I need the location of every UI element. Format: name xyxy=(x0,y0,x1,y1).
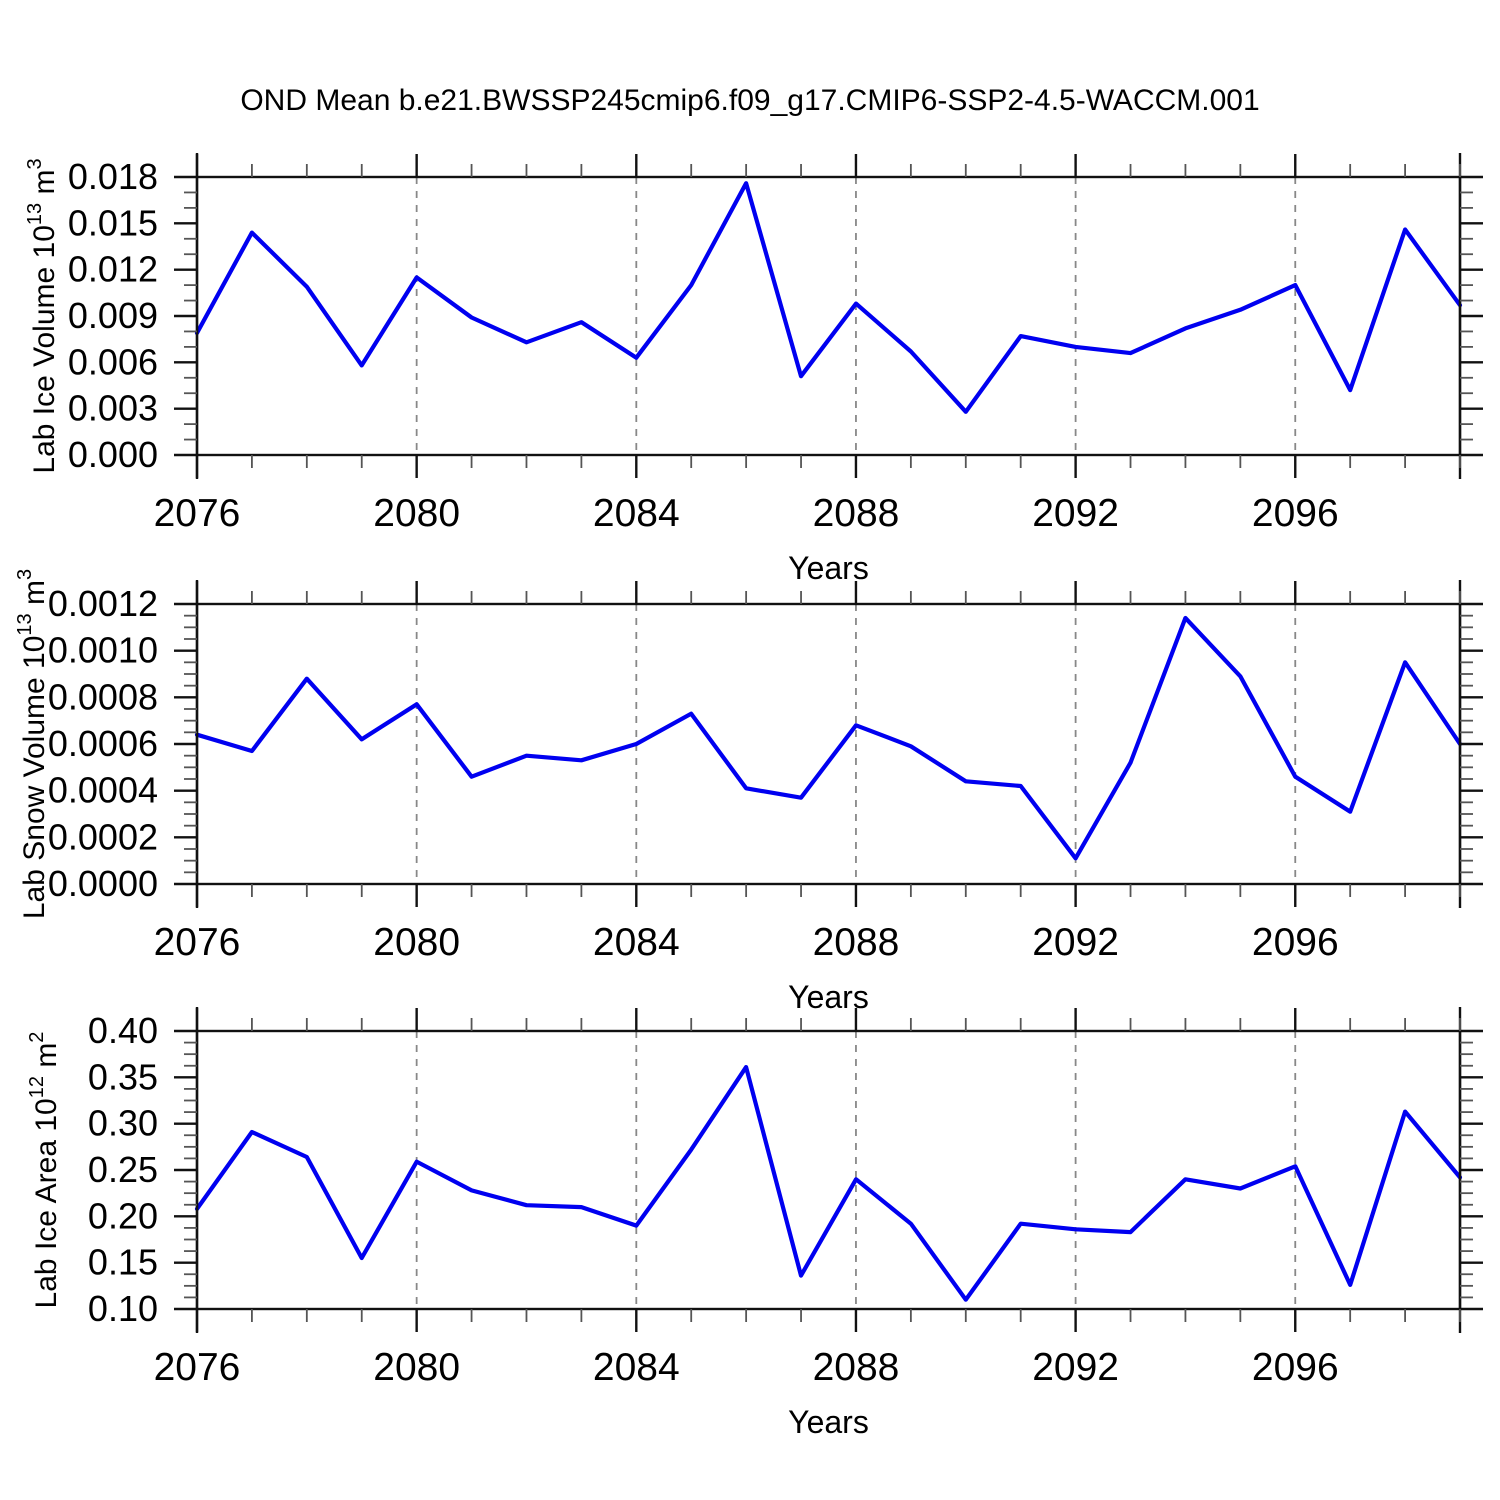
y-tick-label: 0.000 xyxy=(68,434,158,475)
x-tick-label: 2080 xyxy=(373,1346,460,1389)
x-tick-label: 2088 xyxy=(813,921,900,964)
plot-box xyxy=(195,602,1462,886)
x-tick-label: 2076 xyxy=(154,492,241,535)
plot-box xyxy=(195,1029,1462,1311)
ticks xyxy=(174,581,1483,907)
y-tick-label: 0.15 xyxy=(88,1242,158,1283)
y-tick-label: 0.012 xyxy=(68,249,158,290)
x-axis-title: Years xyxy=(788,550,869,586)
x-tick-label: 2084 xyxy=(593,921,680,964)
x-tick-label: 2096 xyxy=(1252,1346,1339,1389)
ticks xyxy=(174,154,1483,478)
y-tick-label: 0.40 xyxy=(88,1010,158,1051)
y-tick-label: 0.0008 xyxy=(48,676,158,717)
y-tick-label: 0.0010 xyxy=(48,630,158,671)
y-tick-label: 0.0004 xyxy=(48,770,158,811)
y-tick-label: 0.30 xyxy=(88,1103,158,1144)
y-tick-label: 0.015 xyxy=(68,202,158,243)
plot-box xyxy=(195,175,1462,457)
panel-lab-ice-area: 0.10 0.15 0.20 0.25 0.30 0.35 0.40 2076 2080 2084… xyxy=(26,1007,1483,1440)
y-axis-title: Lab Snow Volume 1013 m3 xyxy=(14,569,51,919)
x-axis-title: Years xyxy=(788,1404,869,1440)
y-tick-label: 0.35 xyxy=(88,1056,158,1097)
y-axis-title: Lab Ice Area 1012 m2 xyxy=(26,1032,63,1309)
x-tick-label: 2088 xyxy=(813,1346,900,1389)
series-line xyxy=(194,1064,1463,1302)
y-tick-label: 0.25 xyxy=(88,1149,158,1190)
x-tick-label: 2080 xyxy=(373,921,460,964)
y-tick-label: 0.009 xyxy=(68,295,158,336)
panel-lab-snow-volume: 0.0000 0.0002 0.0004 0.0006 0.0008 0.0010 0.00… xyxy=(14,569,1483,1015)
y-tick-label: 0.0012 xyxy=(48,583,158,624)
x-tick-label: 2096 xyxy=(1252,921,1339,964)
x-tick-label: 2092 xyxy=(1032,492,1119,535)
x-tick-label: 2076 xyxy=(154,921,241,964)
figure-title: OND Mean b.e21.BWSSP245cmip6.f09_g17.CMI… xyxy=(240,84,1260,117)
x-tick-label: 2096 xyxy=(1252,492,1339,535)
y-tick-label: 0.003 xyxy=(68,388,158,429)
y-axis-title: Lab Ice Volume 1013 m3 xyxy=(24,158,61,473)
y-tick-label: 0.10 xyxy=(88,1288,158,1329)
panel-lab-ice-volume: 0.000 0.003 0.006 0.009 0.012 0.015 0.018 2076 2… xyxy=(24,153,1483,586)
x-tick-label: 2092 xyxy=(1032,921,1119,964)
ticks xyxy=(174,1008,1483,1332)
y-tick-label: 0.0006 xyxy=(48,723,158,764)
series-line xyxy=(194,615,1463,861)
y-tick-label: 0.006 xyxy=(68,341,158,382)
y-tick-label: 0.0000 xyxy=(48,863,158,904)
x-tick-label: 2080 xyxy=(373,492,460,535)
x-tick-label: 2084 xyxy=(593,1346,680,1389)
x-tick-label: 2076 xyxy=(154,1346,241,1389)
x-tick-label: 2088 xyxy=(813,492,900,535)
x-tick-label: 2092 xyxy=(1032,1346,1119,1389)
y-tick-label: 0.018 xyxy=(68,156,158,197)
y-tick-label: 0.0002 xyxy=(48,816,158,857)
x-tick-label: 2084 xyxy=(593,492,680,535)
y-tick-label: 0.20 xyxy=(88,1195,158,1236)
series-line xyxy=(194,181,1463,414)
